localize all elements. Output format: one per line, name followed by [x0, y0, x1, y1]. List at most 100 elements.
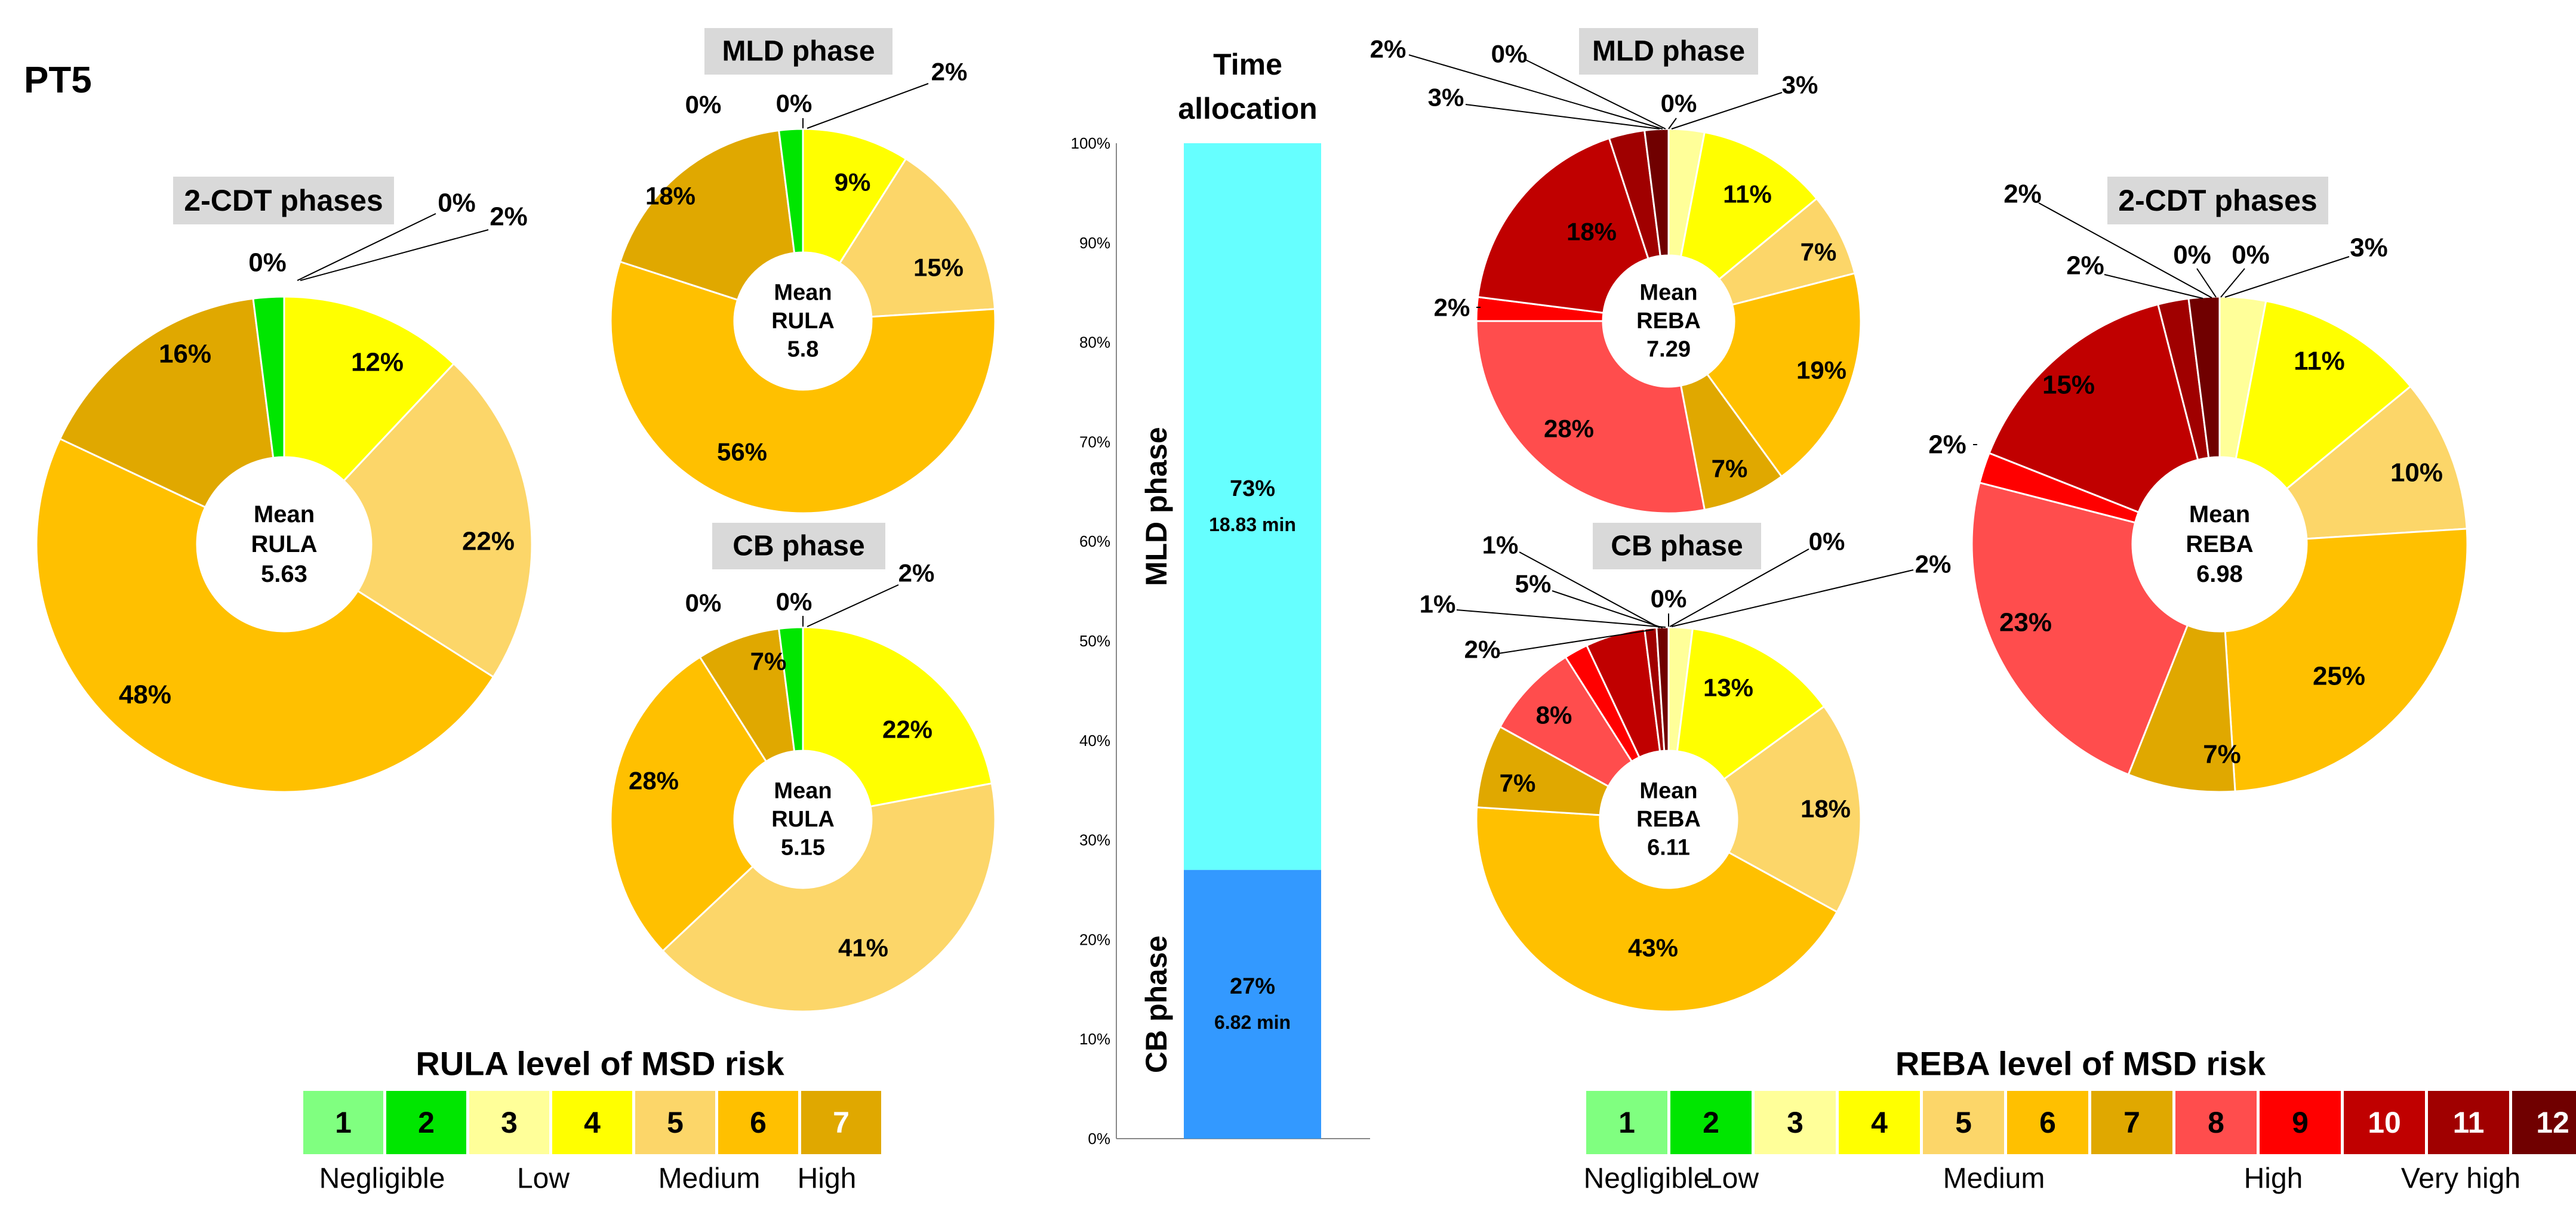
chart-title: 2-CDT phases [184, 184, 383, 217]
reba-legend-level: 4 [1871, 1106, 1888, 1139]
slice-label-level-7: 7% [750, 648, 787, 676]
callout-label: 2% [1464, 636, 1501, 664]
reba-legend-level: 1 [1618, 1106, 1635, 1139]
pie-slice-level-10 [1476, 137, 1649, 314]
y-tick-label: 80% [1079, 334, 1110, 352]
page-label: PT5 [24, 60, 92, 101]
pie-slice-level-4 [283, 295, 456, 482]
callout-label: 0% [776, 588, 812, 616]
pie-slice-level-12 [1643, 128, 1670, 257]
pie-slice-level-10 [1988, 303, 2199, 514]
reba-legend-swatch-1 [1586, 1091, 1667, 1154]
reba-legend-swatch-9 [2260, 1091, 2341, 1154]
bar-segment-minutes: 6.82 min [1214, 1012, 1291, 1033]
center-label-value: 5.8 [787, 337, 819, 362]
pie-slice-level-5 [661, 782, 996, 1013]
pie-slice-level-6 [610, 260, 996, 514]
y-tick-label: 40% [1079, 732, 1110, 750]
bar-category-label: CB phase [1140, 936, 1173, 1074]
center-label-line: Mean [1639, 779, 1697, 804]
bar-segment-percent: 73% [1230, 476, 1275, 501]
pie-slice-level-4 [1676, 627, 1826, 781]
slice-label-level-6: 25% [2313, 662, 2365, 691]
slice-label-level-8: 23% [1999, 608, 2052, 637]
slice-label-level-5: 22% [462, 527, 515, 556]
reba-legend-level: 10 [2368, 1106, 2401, 1139]
chart-title-box [173, 177, 394, 224]
rula-legend-swatch-7 [801, 1091, 881, 1154]
pie-slice-level-5 [342, 362, 533, 679]
chart-title-box [704, 28, 892, 75]
reba-legend-swatch-4 [1839, 1091, 1920, 1154]
reba-legend-swatch-8 [2175, 1091, 2257, 1154]
rula-legend-swatch-6 [718, 1091, 798, 1154]
slice-label-level-7: 18% [645, 182, 695, 210]
slice-label-level-4: 13% [1703, 674, 1753, 702]
callout-label: 0% [776, 90, 812, 118]
slice-label-level-7: 16% [159, 340, 211, 369]
callout-label: 2% [2066, 251, 2104, 280]
chart-rula-mld: MLD phase 9% 15% 56% 18% 0% 0% 2% Mean RULA 5.8 [610, 28, 996, 514]
pie-slice-level-8 [1475, 320, 1706, 514]
slice-label-level-6: 56% [717, 438, 767, 466]
rula-legend: RULA level of MSD risk 1 2 3 4 5 6 7 Negligible L… [303, 1045, 881, 1195]
rula-legend-level: 3 [501, 1106, 518, 1139]
pie-slice-level-4 [802, 128, 907, 264]
leader-line [297, 213, 436, 281]
chart-title: MLD phase [1592, 36, 1745, 67]
bar-segment-minutes: 18.83 min [1209, 514, 1296, 535]
reba-legend-title: REBA level of MSD risk [1895, 1045, 2266, 1083]
leader-line [807, 83, 929, 129]
y-tick-label: 0% [1088, 1130, 1110, 1148]
rula-legend-swatch-1 [303, 1091, 383, 1154]
reba-legend-level: 3 [1787, 1106, 1803, 1139]
callout-label: 2% [1928, 430, 1966, 460]
pie-slice-level-4 [1679, 131, 1818, 280]
leader-line [1465, 104, 1660, 130]
slice-label-level-6: 28% [629, 767, 679, 795]
y-tick-label: 90% [1079, 234, 1110, 252]
chart-reba-cb: CB phase 13% 18% 43% 7% 8% 2% 0% 0% 1% 5% 1% 2% Mean R… [1420, 523, 1951, 1013]
chart-title: CB phase [733, 531, 864, 562]
pie-slice-level-5 [838, 158, 996, 318]
callout-label: 2% [1370, 35, 1407, 63]
reba-legend-level: 12 [2536, 1106, 2569, 1139]
rula-legend-category: Negligible [319, 1163, 445, 1195]
bar-segment-mld-phase [1184, 143, 1321, 870]
slice-label-level-5: 10% [2390, 458, 2443, 488]
y-tick-label: 60% [1079, 532, 1110, 550]
rula-legend-swatch-4 [552, 1091, 632, 1154]
center-label-value: 6.98 [2196, 561, 2243, 587]
slice-label-level-4: 12% [351, 348, 404, 377]
slice-label-level-7: 7% [1712, 455, 1748, 483]
leader-line [300, 229, 489, 281]
reba-legend-category: Low [1706, 1163, 1759, 1195]
leader-line [2196, 268, 2217, 298]
y-tick-label: 100% [1071, 134, 1111, 152]
reba-legend-category: Very high [2401, 1163, 2520, 1195]
pie-slice-level-6 [35, 437, 495, 793]
rula-legend-level: 4 [584, 1106, 601, 1139]
slice-label-level-4: 9% [835, 168, 871, 196]
center-label-line: Mean [2189, 501, 2250, 528]
reba-legend-level: 2 [1703, 1106, 1719, 1139]
slice-label-level-10: 18% [1566, 218, 1617, 246]
center-label-line: RULA [771, 807, 835, 832]
reba-legend-category: High [2244, 1163, 2303, 1195]
slice-label-level-6: 43% [1628, 934, 1678, 962]
callout-label: 0% [685, 589, 722, 617]
pie-slice-level-6 [1475, 806, 1839, 1013]
rula-legend-swatch-3 [469, 1091, 549, 1154]
rula-legend-category: Low [517, 1163, 570, 1195]
reba-legend-swatch-11 [2428, 1091, 2509, 1154]
leader-line [1669, 548, 1809, 627]
reba-legend-level: 7 [2123, 1106, 2140, 1139]
center-label-line: Mean [254, 501, 315, 528]
reba-legend-category: Medium [1943, 1163, 2045, 1195]
bar-segment-cb-phase [1184, 870, 1321, 1139]
chart-title-box [712, 523, 885, 569]
leader-line [2038, 202, 2212, 298]
